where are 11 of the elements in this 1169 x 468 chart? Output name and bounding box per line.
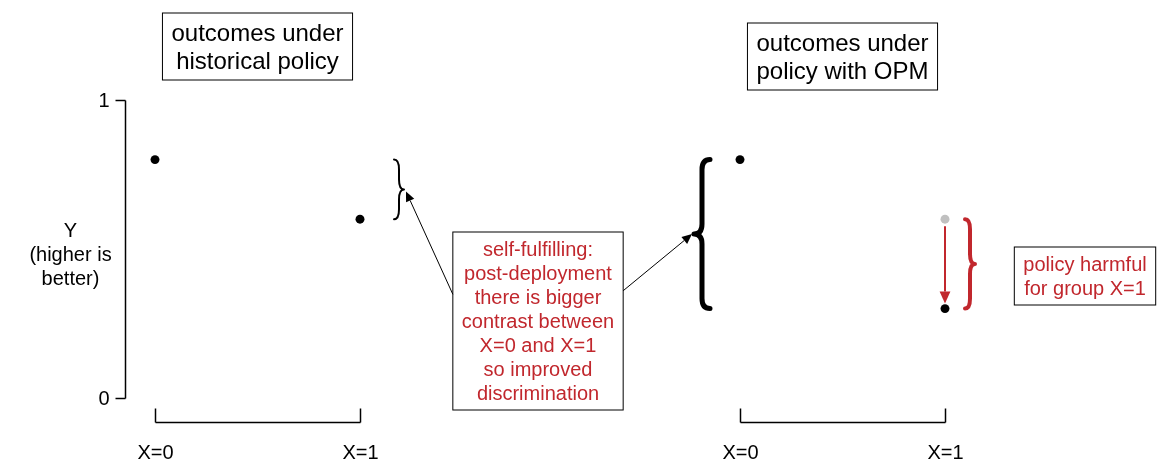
x-tick-label: X=0 [722, 440, 759, 463]
annotation: policy harmful for group X=1 [1023, 253, 1147, 299]
y-tick-label: 1 [98, 88, 110, 111]
y-tick-label: 0 [98, 386, 110, 409]
annotation: self-fulfilling: post-deployment there is bigger contrast between X=0 and X=1 so improved discrimination [461, 238, 615, 404]
y-axis-title: Y (higher is better) [29, 218, 112, 289]
x-tick-label: X=1 [927, 440, 964, 463]
x-tick-label: X=1 [342, 440, 379, 463]
x-tick-label: X=0 [137, 440, 174, 463]
chart-title: outcomes under policy with OPM [756, 29, 929, 84]
chart-title: outcomes under historical policy [171, 19, 344, 74]
